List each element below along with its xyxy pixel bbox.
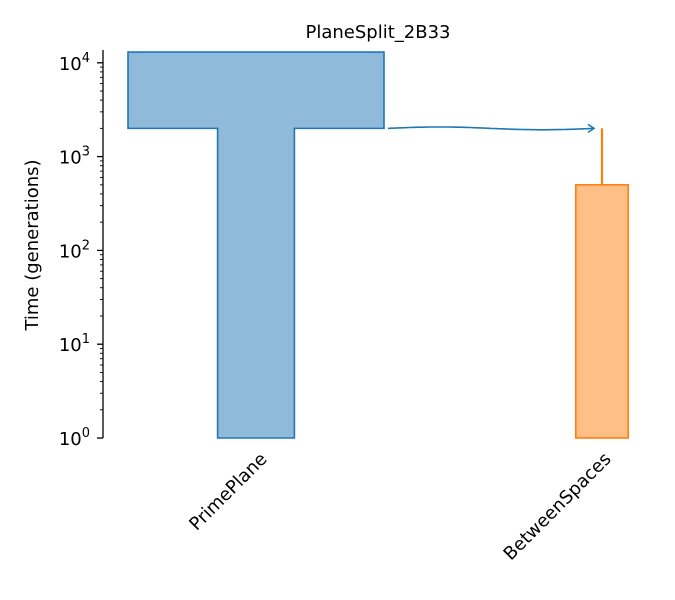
chart-title: PlaneSplit_2B33 [306, 22, 451, 43]
branch-arrow-head [587, 123, 596, 134]
y-tick-label: 100 [59, 426, 90, 450]
branch-arrow-line [387, 126, 595, 131]
y-tick-label: 103 [59, 145, 90, 169]
deme-label-primeplane: PrimePlane [185, 449, 271, 535]
event-layer [387, 123, 596, 134]
y-tick-label: 102 [59, 238, 90, 262]
y-axis-label: Time (generations) [22, 159, 43, 331]
y-ticks: 100 101 102 103 104 [59, 51, 103, 450]
deme-betweenspaces [574, 184, 629, 439]
deme-label-betweenspaces: BetweenSpaces [500, 449, 616, 565]
deme-layer [127, 51, 629, 439]
y-tick-label: 101 [59, 332, 90, 356]
y-tick-label: 104 [59, 51, 90, 75]
deme-primeplane [127, 51, 385, 439]
